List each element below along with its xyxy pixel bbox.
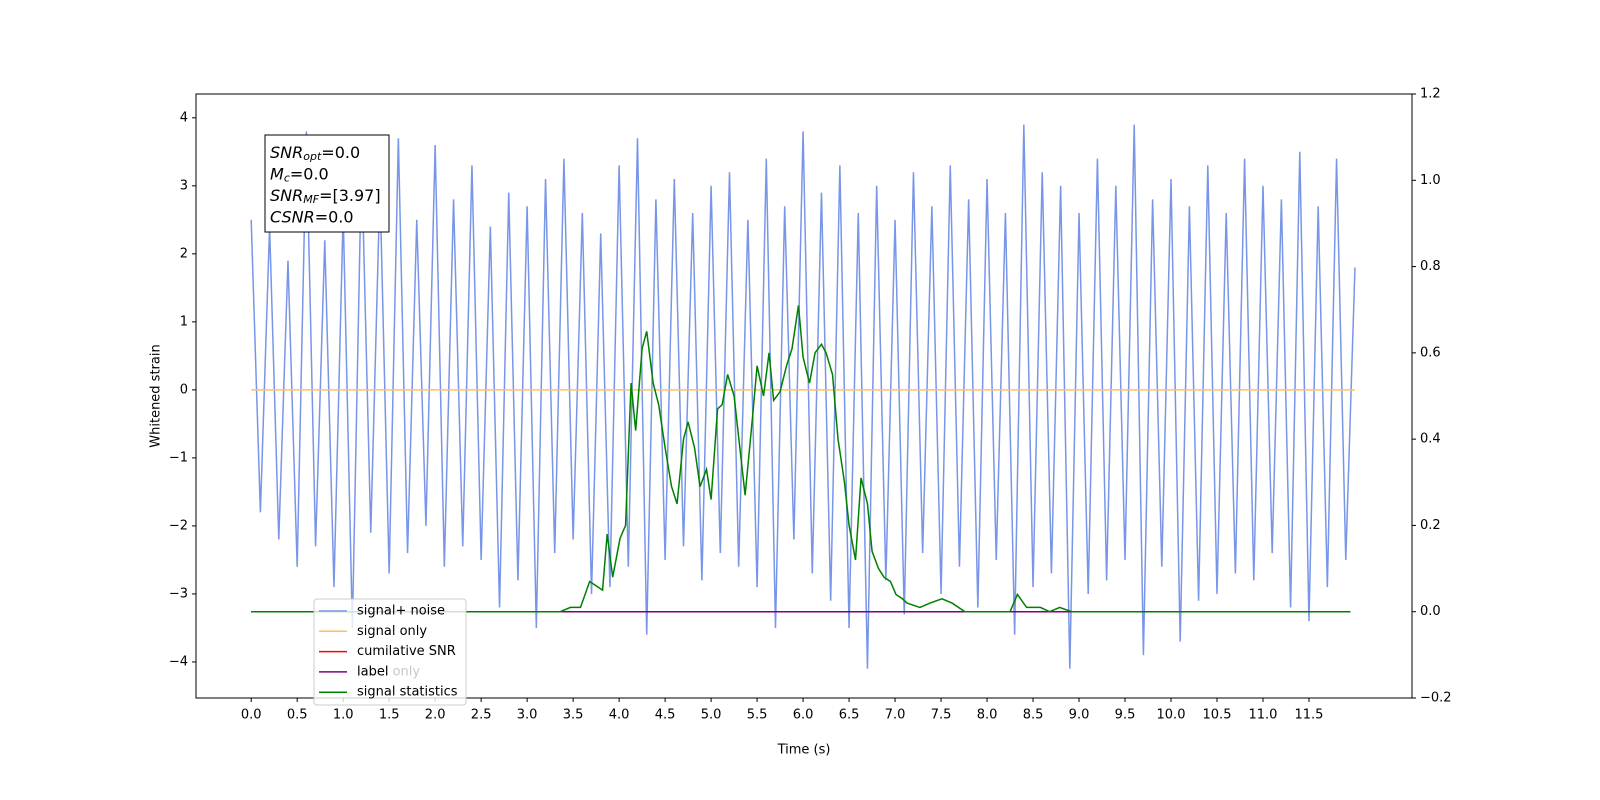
x-tick-label: 3.5 — [563, 708, 584, 723]
axes-frame — [195, 93, 1413, 699]
x-tick-label: 0.0 — [241, 708, 262, 723]
x-tick-label: 1.5 — [379, 708, 400, 723]
x-tick-label: 9.0 — [1069, 708, 1090, 723]
x-tick-label: 1.0 — [333, 708, 354, 723]
y-tick-label: −1 — [169, 450, 188, 465]
x-tick-label: 6.0 — [793, 708, 814, 723]
y2-tick-label: 0.8 — [1420, 259, 1441, 274]
annotation-box — [264, 134, 390, 233]
annotation-main: SNR — [270, 186, 303, 205]
y2-tick-label: 0.2 — [1420, 518, 1441, 533]
y2-tick-label: 1.0 — [1420, 173, 1441, 188]
x-tick-label: 5.0 — [701, 708, 722, 723]
x-tick-label: 4.5 — [655, 708, 676, 723]
y2-tick-label: −0.2 — [1420, 691, 1452, 706]
x-tick-label: 11.5 — [1295, 708, 1324, 723]
y-tick-label: −2 — [169, 518, 188, 533]
annotation-sub: c — [284, 172, 290, 185]
x-tick-label: 4.0 — [609, 708, 630, 723]
annotation-main: CSNR — [270, 207, 315, 226]
x-tick-label: 7.5 — [931, 708, 952, 723]
x-tick-label: 8.0 — [977, 708, 998, 723]
legend-label: cumilative SNR — [357, 644, 456, 659]
y-tick-label: 0 — [180, 382, 188, 397]
x-tick-label: 6.5 — [839, 708, 860, 723]
x-tick-label: 2.0 — [425, 708, 446, 723]
y-tick-label: 2 — [180, 246, 188, 261]
annotation-sub: MF — [303, 193, 319, 206]
annotation-rest: =0.0 — [315, 207, 354, 226]
y-tick-label: −3 — [169, 586, 188, 601]
x-axis-label: Time (s) — [777, 743, 831, 758]
annotation: SNRopt=0.0 — [270, 143, 360, 164]
x-tick-label: 9.5 — [1115, 708, 1136, 723]
y-tick-label: −4 — [169, 654, 188, 669]
y2-tick-label: 0.0 — [1420, 604, 1441, 619]
legend-box — [313, 598, 467, 706]
annotation-main: M — [270, 164, 284, 183]
x-tick-label: 0.5 — [287, 708, 308, 723]
y-tick-label: 4 — [180, 110, 188, 125]
x-tick-label: 8.5 — [1023, 708, 1044, 723]
x-tick-label: 2.5 — [471, 708, 492, 723]
annotation-rest: =[3.97] — [319, 186, 381, 205]
legend-label: label — [357, 664, 388, 679]
x-tick-label: 10.0 — [1157, 708, 1186, 723]
y-tick-label: 1 — [180, 314, 188, 329]
y-tick-label: 3 — [180, 178, 188, 193]
y2-tick-label: 0.6 — [1420, 345, 1441, 360]
x-tick-label: 11.0 — [1249, 708, 1278, 723]
x-tick-label: 7.0 — [885, 708, 906, 723]
annotation-rest: =0.0 — [290, 164, 329, 183]
annotation: CSNR=0.0 — [270, 207, 354, 226]
series-line — [250, 124, 1356, 669]
annotation-rest: =0.0 — [321, 143, 360, 162]
y-axis-label: Whitened strain — [149, 344, 164, 447]
x-tick-label: 10.5 — [1203, 708, 1232, 723]
legend-label: signal only — [357, 624, 427, 639]
annotation-sub: opt — [303, 150, 322, 163]
annotation-main: SNR — [270, 143, 303, 162]
legend-label: signal+ noise — [357, 604, 445, 619]
annotation: SNRMF=[3.97] — [270, 186, 381, 207]
x-tick-label: 5.5 — [747, 708, 768, 723]
annotation: Mc=0.0 — [270, 164, 329, 185]
y2-tick-label: 0.4 — [1420, 432, 1441, 447]
x-tick-label: 3.0 — [517, 708, 538, 723]
series-line — [251, 305, 1351, 613]
legend-label: signal statistics — [357, 685, 458, 700]
legend-overlap: label only — [357, 664, 420, 679]
y2-tick-label: 1.2 — [1420, 87, 1441, 102]
